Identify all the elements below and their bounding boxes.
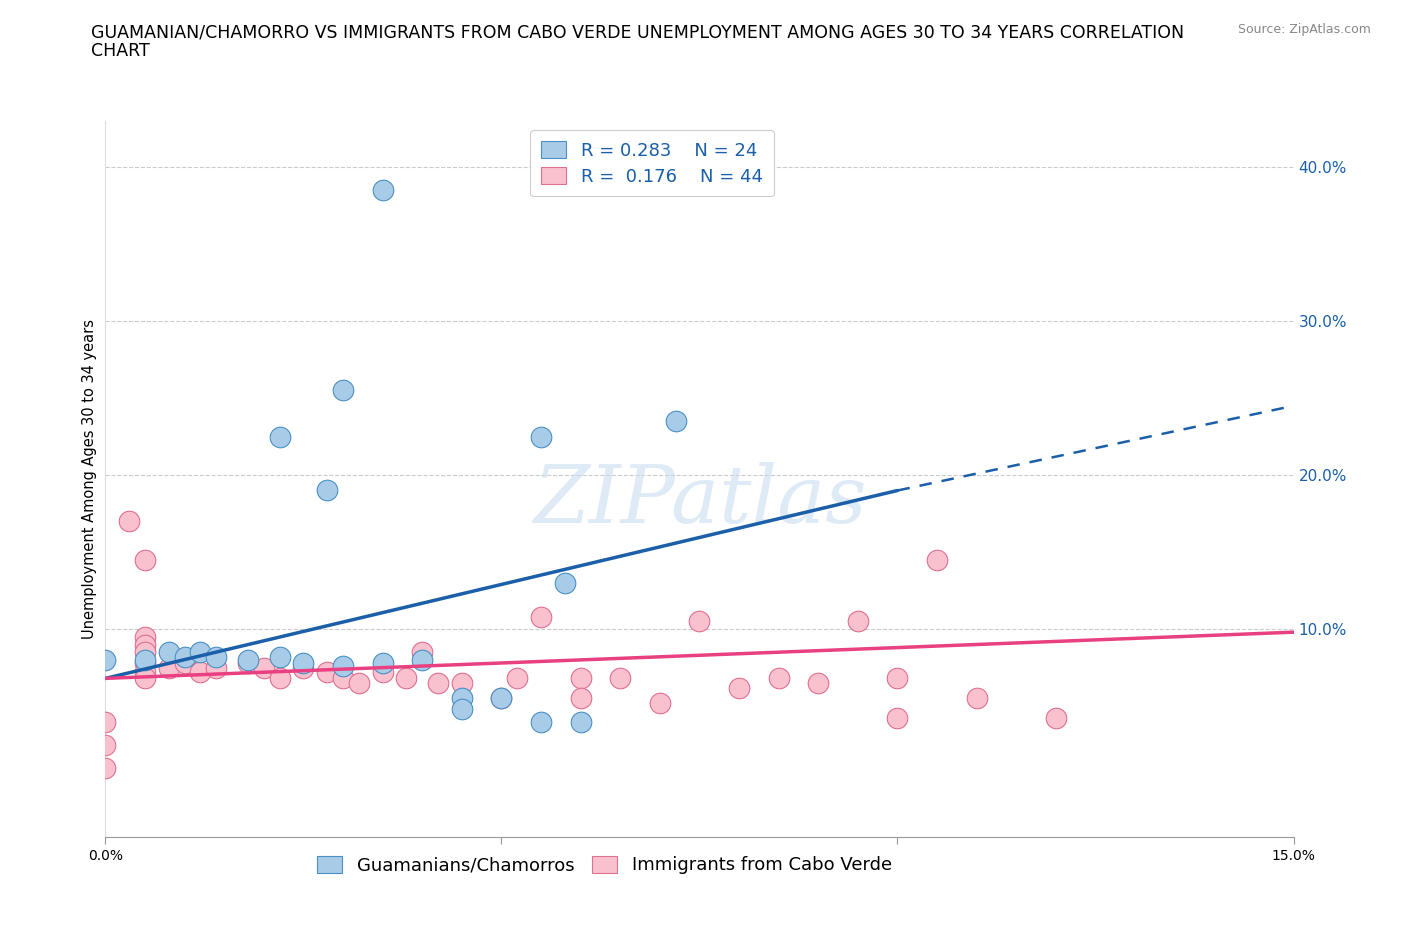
- Point: [569, 671, 592, 685]
- Point: [665, 414, 688, 429]
- Point: [450, 691, 472, 706]
- Point: [134, 644, 156, 659]
- Point: [411, 653, 433, 668]
- Point: [173, 656, 195, 671]
- Point: [966, 691, 988, 706]
- Y-axis label: Unemployment Among Ages 30 to 34 years: Unemployment Among Ages 30 to 34 years: [82, 319, 97, 639]
- Point: [134, 630, 156, 644]
- Point: [332, 383, 354, 398]
- Point: [157, 660, 180, 675]
- Point: [450, 675, 472, 690]
- Point: [316, 483, 339, 498]
- Point: [173, 649, 195, 664]
- Point: [728, 680, 751, 695]
- Point: [205, 649, 228, 664]
- Point: [94, 714, 117, 729]
- Point: [94, 737, 117, 752]
- Point: [427, 675, 450, 690]
- Point: [491, 691, 513, 706]
- Point: [807, 675, 830, 690]
- Point: [134, 552, 156, 567]
- Point: [371, 665, 394, 680]
- Point: [925, 552, 948, 567]
- Point: [569, 691, 592, 706]
- Point: [347, 675, 370, 690]
- Point: [371, 656, 394, 671]
- Text: ZIPatlas: ZIPatlas: [533, 461, 866, 539]
- Point: [157, 644, 180, 659]
- Point: [530, 609, 553, 624]
- Point: [332, 658, 354, 673]
- Point: [648, 696, 671, 711]
- Point: [134, 637, 156, 652]
- Point: [846, 614, 869, 629]
- Point: [506, 671, 529, 685]
- Point: [134, 656, 156, 671]
- Point: [292, 656, 315, 671]
- Point: [292, 660, 315, 675]
- Point: [530, 429, 553, 444]
- Point: [269, 671, 291, 685]
- Point: [768, 671, 790, 685]
- Point: [190, 644, 212, 659]
- Point: [371, 183, 394, 198]
- Point: [118, 514, 141, 529]
- Legend: Guamanians/Chamorros, Immigrants from Cabo Verde: Guamanians/Chamorros, Immigrants from Ca…: [309, 848, 900, 882]
- Text: GUAMANIAN/CHAMORRO VS IMMIGRANTS FROM CABO VERDE UNEMPLOYMENT AMONG AGES 30 TO 3: GUAMANIAN/CHAMORRO VS IMMIGRANTS FROM CA…: [91, 23, 1184, 41]
- Point: [332, 671, 354, 685]
- Point: [450, 702, 472, 717]
- Point: [395, 671, 418, 685]
- Point: [205, 660, 228, 675]
- Point: [134, 653, 156, 668]
- Point: [134, 665, 156, 680]
- Point: [530, 714, 553, 729]
- Point: [886, 711, 908, 725]
- Point: [569, 714, 592, 729]
- Point: [491, 691, 513, 706]
- Point: [94, 760, 117, 775]
- Point: [269, 429, 291, 444]
- Text: CHART: CHART: [91, 42, 150, 60]
- Point: [236, 653, 259, 668]
- Point: [134, 671, 156, 685]
- Point: [316, 665, 339, 680]
- Point: [886, 671, 908, 685]
- Point: [411, 644, 433, 659]
- Point: [190, 665, 212, 680]
- Point: [94, 653, 117, 668]
- Point: [554, 576, 576, 591]
- Point: [269, 649, 291, 664]
- Text: Source: ZipAtlas.com: Source: ZipAtlas.com: [1237, 23, 1371, 36]
- Point: [253, 660, 276, 675]
- Point: [1045, 711, 1067, 725]
- Point: [236, 656, 259, 671]
- Point: [689, 614, 711, 629]
- Point: [609, 671, 631, 685]
